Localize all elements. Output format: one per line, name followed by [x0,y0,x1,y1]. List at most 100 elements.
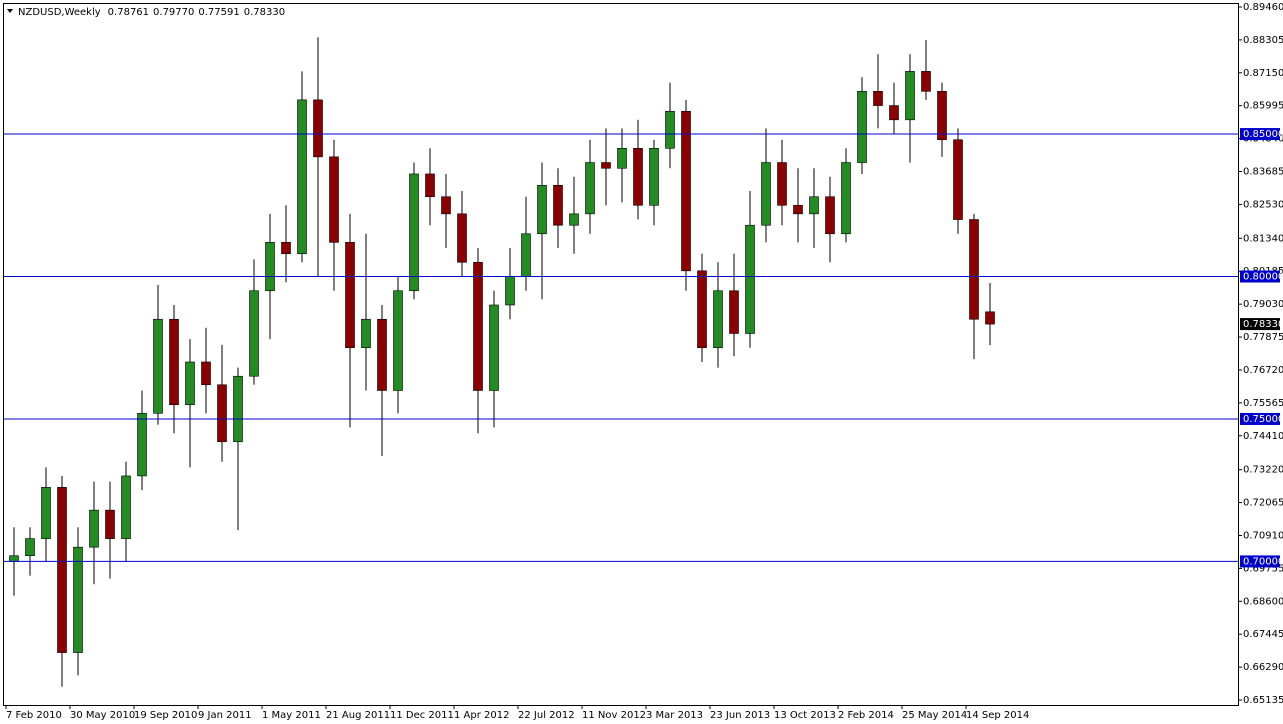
candle-body [201,361,211,386]
candle-body [121,475,131,539]
candle-body [761,162,771,226]
candle-body [729,290,739,334]
header-low: 0.77591 [198,7,239,18]
candle-body [857,91,867,163]
menu-arrow[interactable] [7,9,13,13]
y-tick-label: 0.81340 [1243,233,1283,244]
level-label: 0.70000 [1243,556,1283,567]
candle-body [153,318,163,414]
candle-body [777,162,787,206]
candle-body [169,318,179,406]
y-tick-label: 0.72065 [1243,498,1283,509]
candle-body [953,139,963,220]
y-tick-label: 0.73220 [1243,465,1283,476]
x-tick-label: 11 Dec 2011 [390,710,454,721]
candle-body [681,110,691,272]
candle-body [425,173,435,198]
candle-body [89,509,99,548]
candle-body [281,242,291,255]
y-tick-label: 0.68600 [1243,596,1283,607]
candle-body [329,156,339,243]
price-label-box [1240,318,1280,331]
y-tick-label: 0.67445 [1243,629,1283,640]
candle-body [825,196,835,235]
y-tick-label: 0.69755 [1243,563,1283,574]
candle-body [569,213,579,226]
x-tick-label: 19 Sep 2010 [134,710,197,721]
level-label-box [1240,270,1280,283]
candle-body [633,148,643,206]
candle-body [649,148,659,206]
candle-body [137,412,147,477]
y-tick-label: 0.87150 [1243,68,1283,79]
candle-body [745,224,755,334]
candle-body [457,213,467,263]
x-tick-label: 13 Oct 2013 [774,710,836,721]
y-tick-label: 0.65135 [1243,695,1283,706]
candle-body [921,71,931,92]
candle-body [25,538,35,557]
y-tick-label: 0.76720 [1243,365,1283,376]
level-label-box [1240,128,1280,141]
candle-body [265,242,275,292]
candle-body [489,304,499,391]
y-tick-label: 0.88305 [1243,35,1283,46]
candle-body [297,99,307,255]
y-tick-label: 0.89460 [1243,2,1283,13]
candle-body [713,290,723,349]
header-high: 0.79770 [153,7,194,18]
level-label: 0.75000 [1243,414,1283,425]
header-close: 0.78330 [244,7,285,18]
x-tick-label: 21 Aug 2011 [326,710,390,721]
y-tick-label: 0.66290 [1243,662,1283,673]
candle-body [73,546,83,653]
y-tick-label: 0.83685 [1243,167,1283,178]
candle-body [105,509,115,539]
candle-body [217,384,227,443]
candle-body [249,290,259,377]
candle-body [793,204,803,215]
y-tick-label: 0.77875 [1243,332,1283,343]
candle-body [553,185,563,226]
candle-body [601,162,611,169]
candle-body [841,162,851,235]
x-tick-label: 7 Feb 2010 [6,710,62,721]
y-tick-label: 0.75565 [1243,398,1283,409]
y-tick-label: 0.85995 [1243,101,1283,112]
candle-body [473,261,483,391]
plot-frame [3,3,1239,706]
y-tick-label: 0.79030 [1243,299,1283,310]
candle-body [185,361,195,406]
candle-body [41,487,51,539]
x-tick-label: 30 May 2010 [70,710,135,721]
level-label-box [1240,555,1280,568]
x-tick-label: 23 Jun 2013 [710,710,770,721]
x-tick-label: 9 Jan 2011 [198,710,252,721]
candle-body [809,196,819,215]
candle-body [937,91,947,141]
level-label: 0.85000 [1243,129,1283,140]
y-tick-label: 0.70910 [1243,530,1283,541]
x-tick-label: 25 May 2014 [902,710,967,721]
candle-body [505,276,515,306]
x-tick-label: 14 Sep 2014 [966,710,1029,721]
candle-body [585,162,595,215]
y-tick-label: 0.82530 [1243,199,1283,210]
candle-body [969,219,979,320]
price-label: 0.78330 [1243,319,1283,330]
candle-body [441,196,451,215]
level-label-box [1240,412,1280,425]
x-tick-label: 11 Nov 2012 [582,710,646,721]
candle-body [665,110,675,149]
candle-body [57,487,67,653]
candle-body [889,105,899,121]
header-open: 0.78761 [108,7,149,18]
candle-body [617,148,627,169]
candle-body [393,290,403,391]
candle-body [233,375,243,443]
x-tick-label: 1 Apr 2012 [454,710,509,721]
x-tick-label: 2 Feb 2014 [838,710,894,721]
candle-body [313,99,323,158]
